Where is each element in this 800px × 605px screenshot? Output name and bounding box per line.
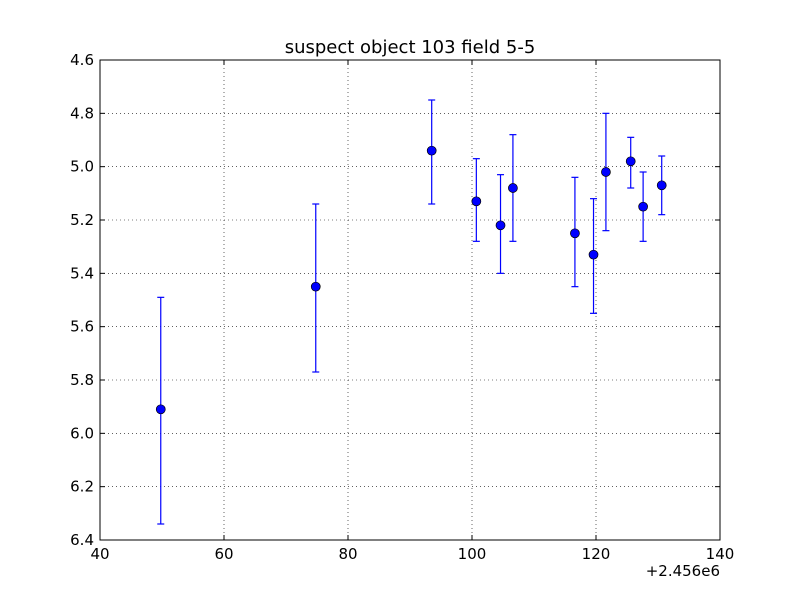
point-marker bbox=[656, 180, 667, 191]
x-tick-label: 60 bbox=[214, 545, 233, 563]
data-point-11 bbox=[656, 155, 667, 216]
y-tick-label: 5.8 bbox=[70, 371, 94, 389]
point-marker bbox=[155, 404, 166, 415]
plot-area-frame bbox=[99, 59, 721, 541]
point-marker bbox=[471, 196, 482, 207]
y-tick-label: 4.8 bbox=[70, 104, 94, 122]
point-marker bbox=[601, 167, 611, 177]
point-marker bbox=[310, 281, 321, 292]
axis-ticks: 40 60 80 100 120 140 4.6 4.8 5.0 5.2 5.4 5.6 5.8 6.0 6… bbox=[70, 51, 734, 563]
y-tick-label: 6.4 bbox=[70, 531, 94, 549]
y-tick-label: 5.4 bbox=[70, 264, 94, 282]
point-marker bbox=[625, 156, 636, 167]
point-marker bbox=[426, 145, 437, 156]
data-point-5 bbox=[508, 134, 518, 242]
y-tick-label: 5.0 bbox=[70, 158, 94, 176]
y-tick-label: 4.6 bbox=[70, 51, 94, 69]
data-point-3 bbox=[471, 158, 482, 242]
chart-title: suspect object 103 field 5-5 bbox=[285, 37, 536, 58]
data-point-1 bbox=[310, 203, 321, 373]
data-series bbox=[155, 99, 667, 525]
grid-lines bbox=[100, 60, 720, 540]
point-marker bbox=[638, 201, 648, 212]
data-point-10 bbox=[638, 171, 648, 242]
y-tick-label: 6.0 bbox=[70, 424, 94, 442]
point-marker bbox=[570, 228, 580, 239]
y-tick-label: 5.6 bbox=[70, 318, 94, 336]
x-tick-label: 120 bbox=[582, 545, 611, 563]
data-point-4 bbox=[495, 174, 506, 274]
y-tick-label: 5.2 bbox=[70, 211, 94, 229]
x-tick-label: 80 bbox=[338, 545, 357, 563]
data-point-7 bbox=[588, 198, 599, 314]
x-tick-label: 40 bbox=[90, 545, 109, 563]
data-point-9 bbox=[625, 136, 636, 189]
y-tick-label: 6.2 bbox=[70, 478, 94, 496]
point-marker bbox=[508, 183, 518, 193]
x-tick-label: 100 bbox=[458, 545, 487, 563]
point-marker bbox=[588, 249, 599, 260]
data-point-2 bbox=[426, 99, 437, 205]
data-point-6 bbox=[570, 176, 580, 288]
point-marker bbox=[495, 220, 506, 231]
data-point-8 bbox=[601, 112, 611, 232]
data-point-0 bbox=[155, 296, 166, 525]
x-axis-offset-label: +2.456e6 bbox=[646, 562, 720, 580]
x-tick-label: 140 bbox=[706, 545, 735, 563]
